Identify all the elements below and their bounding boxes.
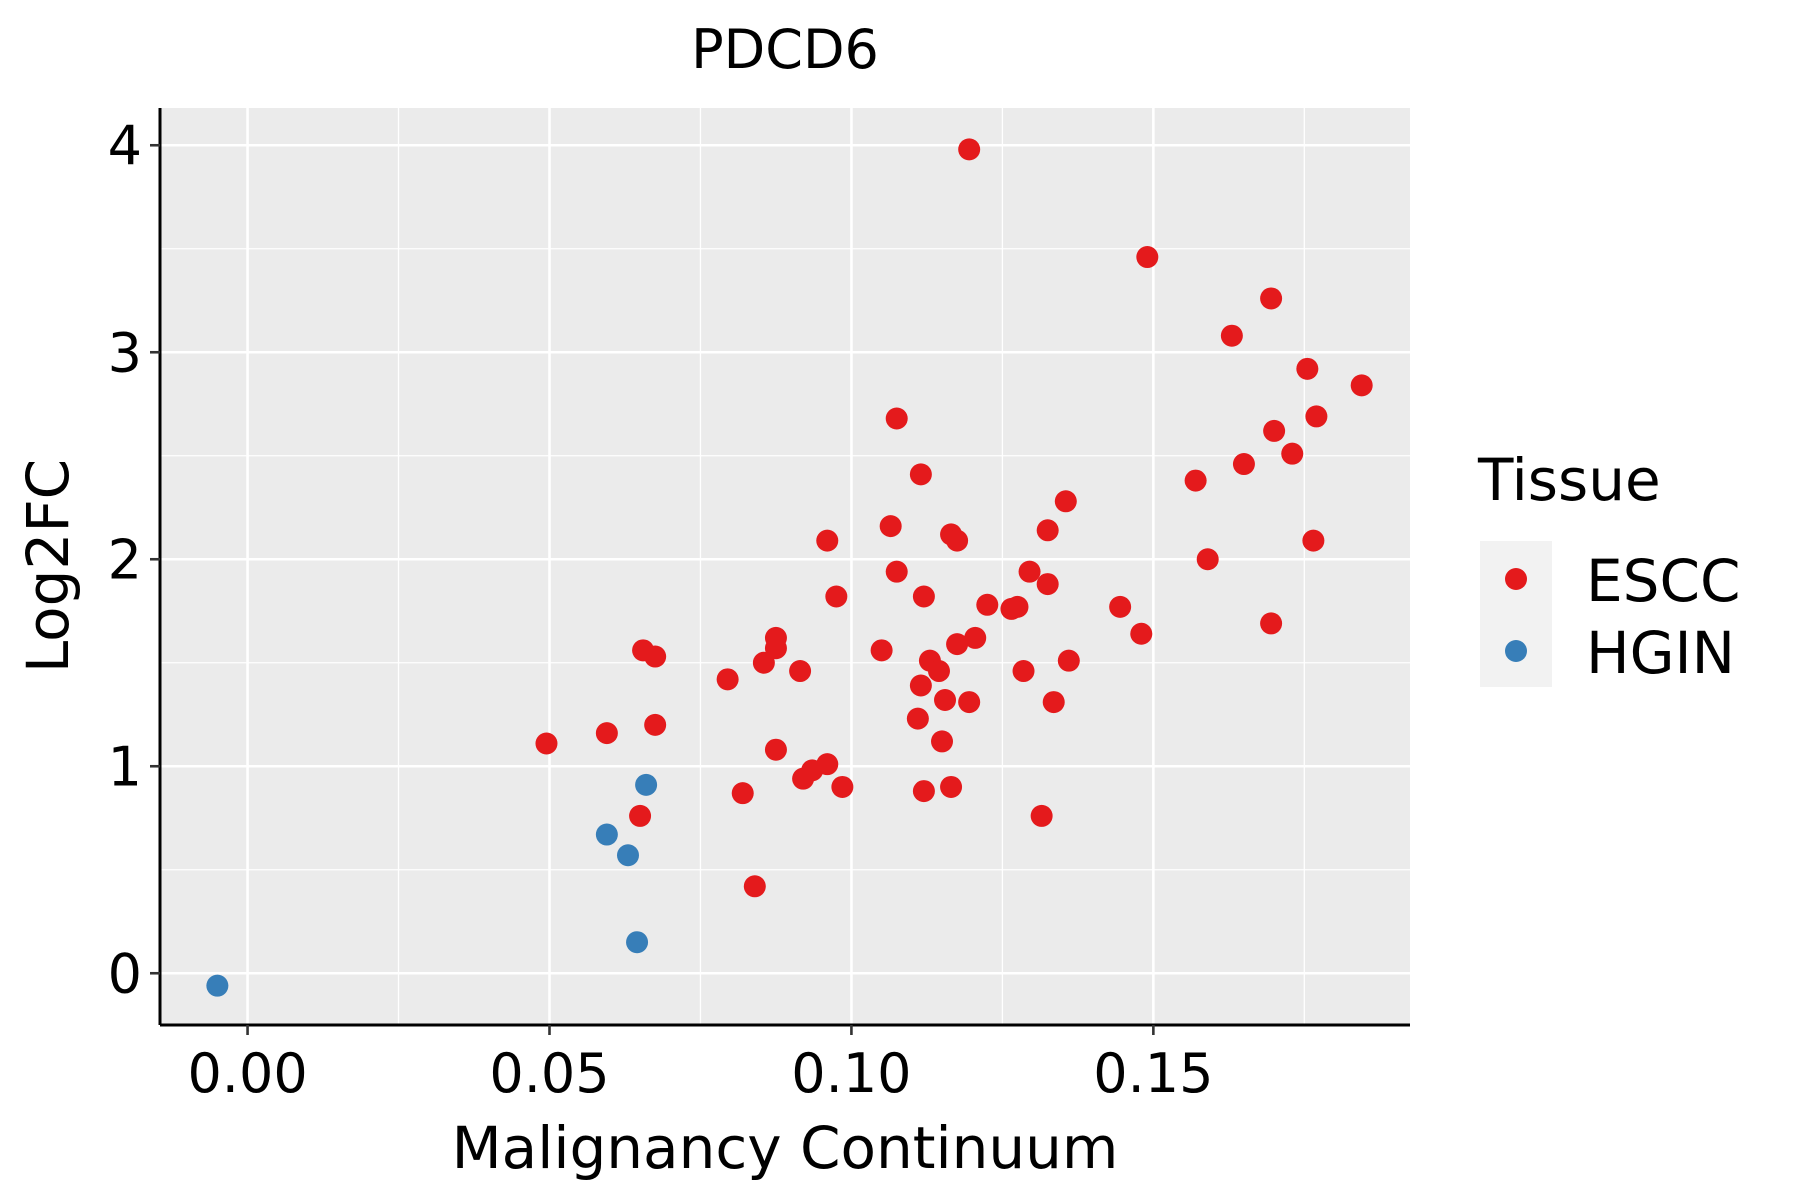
y-ticks: 0 1 2 3 4 xyxy=(108,114,160,1005)
point-escc xyxy=(958,691,981,714)
point-escc xyxy=(946,633,969,656)
point-escc xyxy=(958,138,981,161)
point-escc xyxy=(1350,374,1373,397)
point-escc xyxy=(535,732,558,755)
point-escc xyxy=(1220,324,1243,347)
point-escc xyxy=(825,585,848,608)
point-escc xyxy=(764,637,787,660)
point-escc xyxy=(927,660,950,683)
legend-key-escc xyxy=(1505,568,1527,590)
point-escc xyxy=(976,593,999,616)
x-ticks: 0.00 0.05 0.10 0.15 xyxy=(187,1025,1213,1105)
point-escc xyxy=(912,585,935,608)
y-tick-label: 3 xyxy=(108,321,142,384)
x-tick-label: 0.00 xyxy=(187,1042,307,1105)
point-escc xyxy=(1036,519,1059,542)
point-escc xyxy=(909,463,932,486)
point-escc xyxy=(644,713,667,736)
point-escc xyxy=(870,639,893,662)
point-escc xyxy=(879,515,902,538)
point-escc xyxy=(831,775,854,798)
point-escc xyxy=(764,738,787,761)
point-escc xyxy=(1260,612,1283,635)
point-escc xyxy=(789,660,812,683)
point-escc xyxy=(1057,649,1080,672)
point-escc xyxy=(1296,357,1319,380)
point-escc xyxy=(931,730,954,753)
point-escc xyxy=(1130,622,1153,645)
chart-title: PDCD6 xyxy=(691,18,879,81)
point-escc xyxy=(1302,529,1325,552)
y-tick-label: 4 xyxy=(108,114,142,177)
point-escc xyxy=(595,722,618,745)
data-points xyxy=(206,138,1373,997)
legend-label-hgin: HGIN xyxy=(1586,619,1735,687)
point-escc xyxy=(1018,560,1041,583)
point-escc xyxy=(716,668,739,691)
point-escc xyxy=(946,529,969,552)
point-escc xyxy=(1305,405,1328,428)
point-escc xyxy=(1281,442,1304,465)
x-axis-label: Malignancy Continuum xyxy=(452,1114,1119,1182)
point-escc xyxy=(940,775,963,798)
legend: Tissue ESCC HGIN xyxy=(1477,446,1740,687)
point-escc xyxy=(752,651,775,674)
point-escc xyxy=(629,804,652,827)
point-escc xyxy=(1184,469,1207,492)
point-escc xyxy=(1012,660,1035,683)
point-escc xyxy=(644,645,667,668)
point-hgin xyxy=(206,974,229,997)
point-escc xyxy=(1109,595,1132,618)
point-escc xyxy=(1042,691,1065,714)
point-escc xyxy=(1196,548,1219,571)
point-escc xyxy=(909,674,932,697)
point-escc xyxy=(912,780,935,803)
legend-key-background xyxy=(1480,541,1552,687)
point-hgin xyxy=(616,844,639,867)
point-escc xyxy=(885,407,908,430)
grid-minor xyxy=(160,108,1410,1025)
plot-panel xyxy=(160,108,1410,1025)
point-hgin xyxy=(595,823,618,846)
x-tick-label: 0.15 xyxy=(1093,1042,1213,1105)
y-tick-label: 0 xyxy=(108,942,142,1005)
point-escc xyxy=(934,689,957,712)
point-hgin xyxy=(635,773,658,796)
point-escc xyxy=(1000,597,1023,620)
point-escc xyxy=(743,875,766,898)
x-tick-label: 0.05 xyxy=(489,1042,609,1105)
x-tick-label: 0.10 xyxy=(791,1042,911,1105)
point-escc xyxy=(1263,419,1286,442)
legend-label-escc: ESCC xyxy=(1586,547,1740,615)
legend-title: Tissue xyxy=(1477,446,1661,514)
point-escc xyxy=(1030,804,1053,827)
point-escc xyxy=(1136,246,1159,269)
point-escc xyxy=(731,782,754,805)
point-escc xyxy=(906,707,929,730)
point-escc xyxy=(792,767,815,790)
point-escc xyxy=(1054,490,1077,513)
point-escc xyxy=(964,626,987,649)
y-tick-label: 1 xyxy=(108,735,142,798)
y-axis-label: Log2FC xyxy=(14,459,82,673)
legend-key-hgin xyxy=(1505,640,1527,662)
point-escc xyxy=(1260,287,1283,310)
y-tick-label: 2 xyxy=(108,528,142,591)
point-escc xyxy=(1232,453,1255,476)
point-escc xyxy=(816,529,839,552)
point-hgin xyxy=(626,931,649,954)
point-escc xyxy=(885,560,908,583)
point-escc xyxy=(1036,573,1059,596)
